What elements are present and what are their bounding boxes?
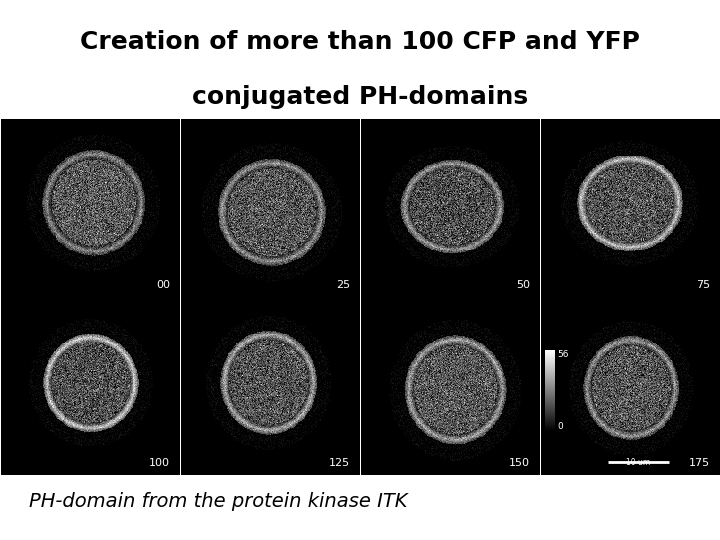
- Text: 175: 175: [689, 458, 710, 468]
- Text: 100: 100: [149, 458, 170, 468]
- Text: PH-domain from the protein kinase ITK: PH-domain from the protein kinase ITK: [29, 491, 408, 511]
- Text: conjugated PH-domains: conjugated PH-domains: [192, 85, 528, 110]
- Text: 00: 00: [156, 280, 170, 290]
- Text: 75: 75: [696, 280, 710, 290]
- Text: Creation of more than 100 CFP and YFP: Creation of more than 100 CFP and YFP: [80, 30, 640, 53]
- Text: 10 um: 10 um: [626, 458, 651, 467]
- Text: 50: 50: [516, 280, 530, 290]
- Text: 25: 25: [336, 280, 350, 290]
- Text: 56: 56: [557, 350, 569, 360]
- Text: 150: 150: [509, 458, 530, 468]
- Text: 125: 125: [329, 458, 350, 468]
- Text: 0: 0: [557, 422, 563, 431]
